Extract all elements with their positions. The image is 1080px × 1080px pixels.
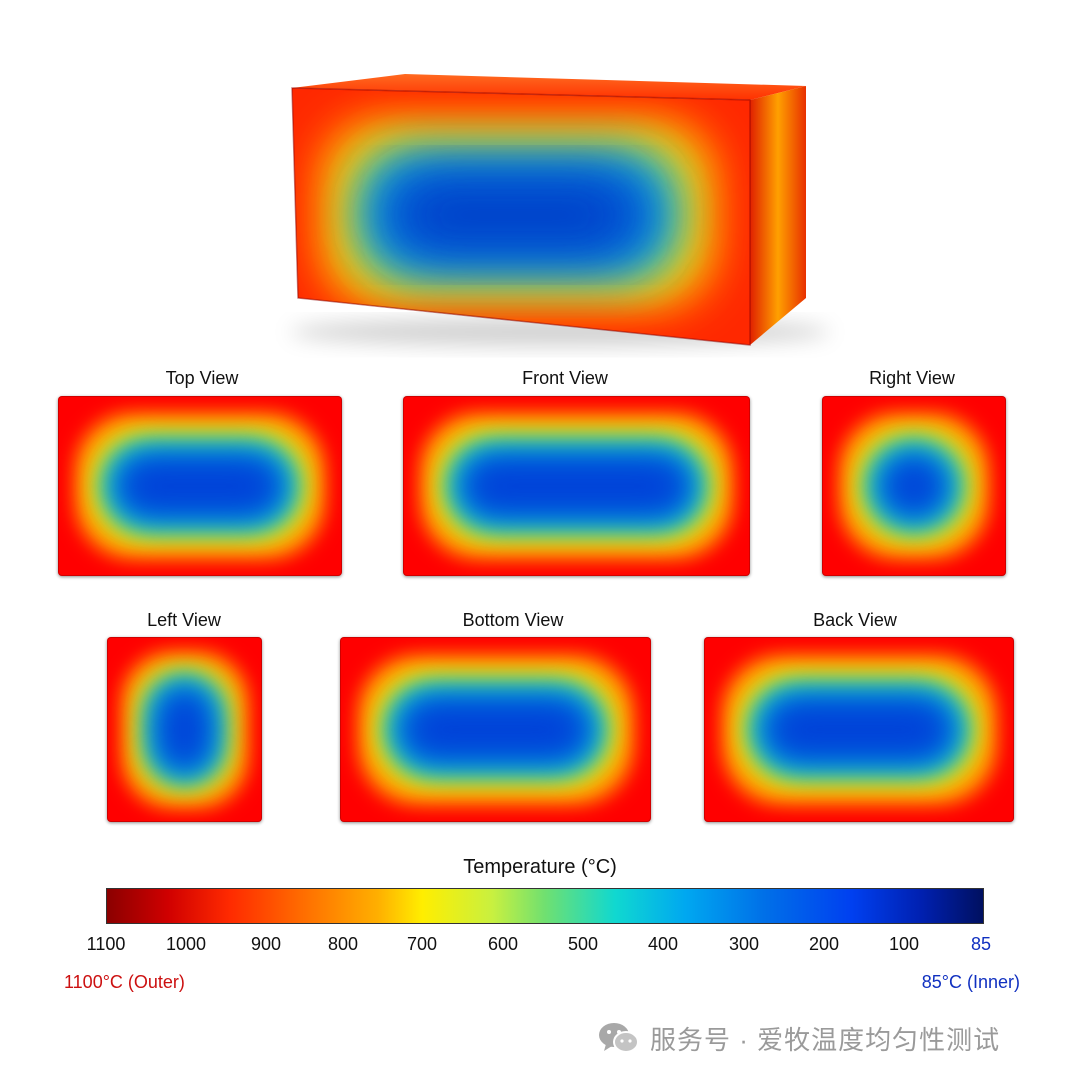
colorbar-title: Temperature (°C)	[463, 856, 617, 878]
left-view-label: Left View	[147, 610, 221, 630]
box-top-face	[292, 74, 806, 100]
top-view-label: Top View	[165, 368, 239, 388]
watermark: 服务号 · 爱牧温度均匀性测试	[598, 1016, 1000, 1060]
colorbar-tick-label: 1100	[86, 934, 126, 954]
right-view-label: Right View	[869, 368, 955, 388]
temperature-colorbar	[106, 888, 984, 924]
outer-temp-label: 1100°C (Outer)	[64, 972, 185, 992]
colorbar-tick-label: 800	[327, 934, 359, 954]
colorbar-tick-label: 200	[808, 934, 840, 954]
top-view-heatmap	[58, 396, 342, 576]
box-side-face	[750, 86, 806, 345]
front-view-heatmap	[403, 396, 750, 576]
colorbar-tick-label: 100	[888, 934, 920, 954]
colorbar-tick-label: 300	[728, 934, 760, 954]
back-view-label: Back View	[813, 610, 897, 630]
wechat-icon	[599, 1023, 639, 1053]
back-view-heatmap	[704, 637, 1014, 822]
right-view-heatmap	[822, 396, 1006, 576]
colorbar-tick-label: 500	[567, 934, 599, 954]
colorbar-tick-label: 1000	[165, 934, 207, 954]
isometric-box-render	[290, 74, 830, 346]
colorbar-tick-label: 85	[970, 934, 992, 954]
box-front-face	[292, 88, 750, 345]
bottom-view-label: Bottom View	[462, 610, 564, 630]
colorbar-tick-label: 700	[406, 934, 438, 954]
inner-temp-label: 85°C (Inner)	[921, 972, 1020, 992]
watermark-text: 服务号 · 爱牧温度均匀性测试	[650, 1024, 1001, 1055]
colorbar-tick-label: 400	[647, 934, 679, 954]
bottom-view-heatmap	[340, 637, 651, 822]
colorbar-tick-label: 900	[250, 934, 282, 954]
left-view-heatmap	[107, 637, 262, 822]
front-view-label: Front View	[522, 368, 608, 388]
colorbar-tick-label: 600	[487, 934, 519, 954]
